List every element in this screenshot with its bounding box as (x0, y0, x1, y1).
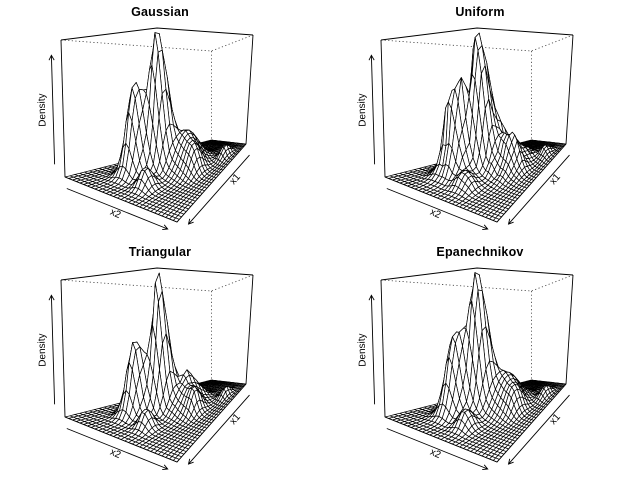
surface-wireframe (64, 32, 247, 223)
axis-annotations: x2 x1 Density (36, 294, 250, 471)
subplot-uniform: x2 x1 Density Uniform (320, 0, 640, 240)
x1-axis-label: x1 (548, 172, 564, 188)
x2-axis-arrow (66, 428, 169, 471)
x1-axis-arrow (187, 154, 250, 225)
box-front-edges (380, 267, 574, 463)
surface-wireframe (64, 272, 247, 463)
density-axis-arrow (48, 294, 56, 405)
persp-plot-uniform: x2 x1 Density (356, 27, 574, 231)
persp-plot-gaussian: x2 x1 Density (36, 27, 254, 231)
x2-axis-label: x2 (428, 207, 442, 221)
box-front-edges (380, 27, 574, 223)
axis-annotations: x2 x1 Density (356, 54, 570, 231)
plot-title-uniform: Uniform (455, 5, 505, 19)
box-front-edges (60, 267, 254, 463)
plot-title-epanechnikov: Epanechnikov (436, 245, 524, 259)
x1-axis-arrow (187, 394, 250, 465)
surface-wireframe (384, 32, 567, 223)
x1-axis-arrow (507, 154, 570, 225)
subplot-triangular: x2 x1 Density Triangular (0, 240, 320, 480)
plot-title-triangular: Triangular (128, 245, 192, 259)
plot-title-gaussian: Gaussian (131, 5, 189, 19)
subplot-gaussian: x2 x1 Density Gaussian (0, 0, 320, 240)
x1-axis-label: x1 (228, 412, 244, 428)
x2-axis-arrow (386, 188, 489, 231)
surface-wireframe (384, 272, 567, 463)
subplot-epanechnikov: x2 x1 Density Epanechnikov (320, 240, 640, 480)
density-axis-arrow (368, 294, 376, 405)
persp-plot-epanechnikov: x2 x1 Density (356, 267, 574, 471)
x1-axis-label: x1 (228, 172, 244, 188)
x1-axis-arrow (507, 394, 570, 465)
persp-plot-triangular: x2 x1 Density (36, 267, 254, 471)
box-back-edges (380, 34, 574, 140)
density-axis-label: Density (36, 333, 48, 367)
x2-axis-label: x2 (108, 447, 122, 461)
box-back-edges (380, 274, 574, 380)
x2-axis-arrow (66, 188, 169, 231)
density-axis-arrow (48, 54, 56, 165)
density-axis-label: Density (356, 93, 368, 127)
box-back-edges (60, 274, 254, 380)
x2-axis-label: x2 (108, 207, 122, 221)
x2-axis-arrow (386, 428, 489, 471)
box-front-edges (60, 27, 254, 223)
box-back-edges (60, 34, 254, 140)
density-axis-label: Density (356, 333, 368, 367)
x2-axis-label: x2 (428, 447, 442, 461)
x1-axis-label: x1 (548, 412, 564, 428)
density-axis-label: Density (36, 93, 48, 127)
density-axis-arrow (368, 54, 376, 165)
